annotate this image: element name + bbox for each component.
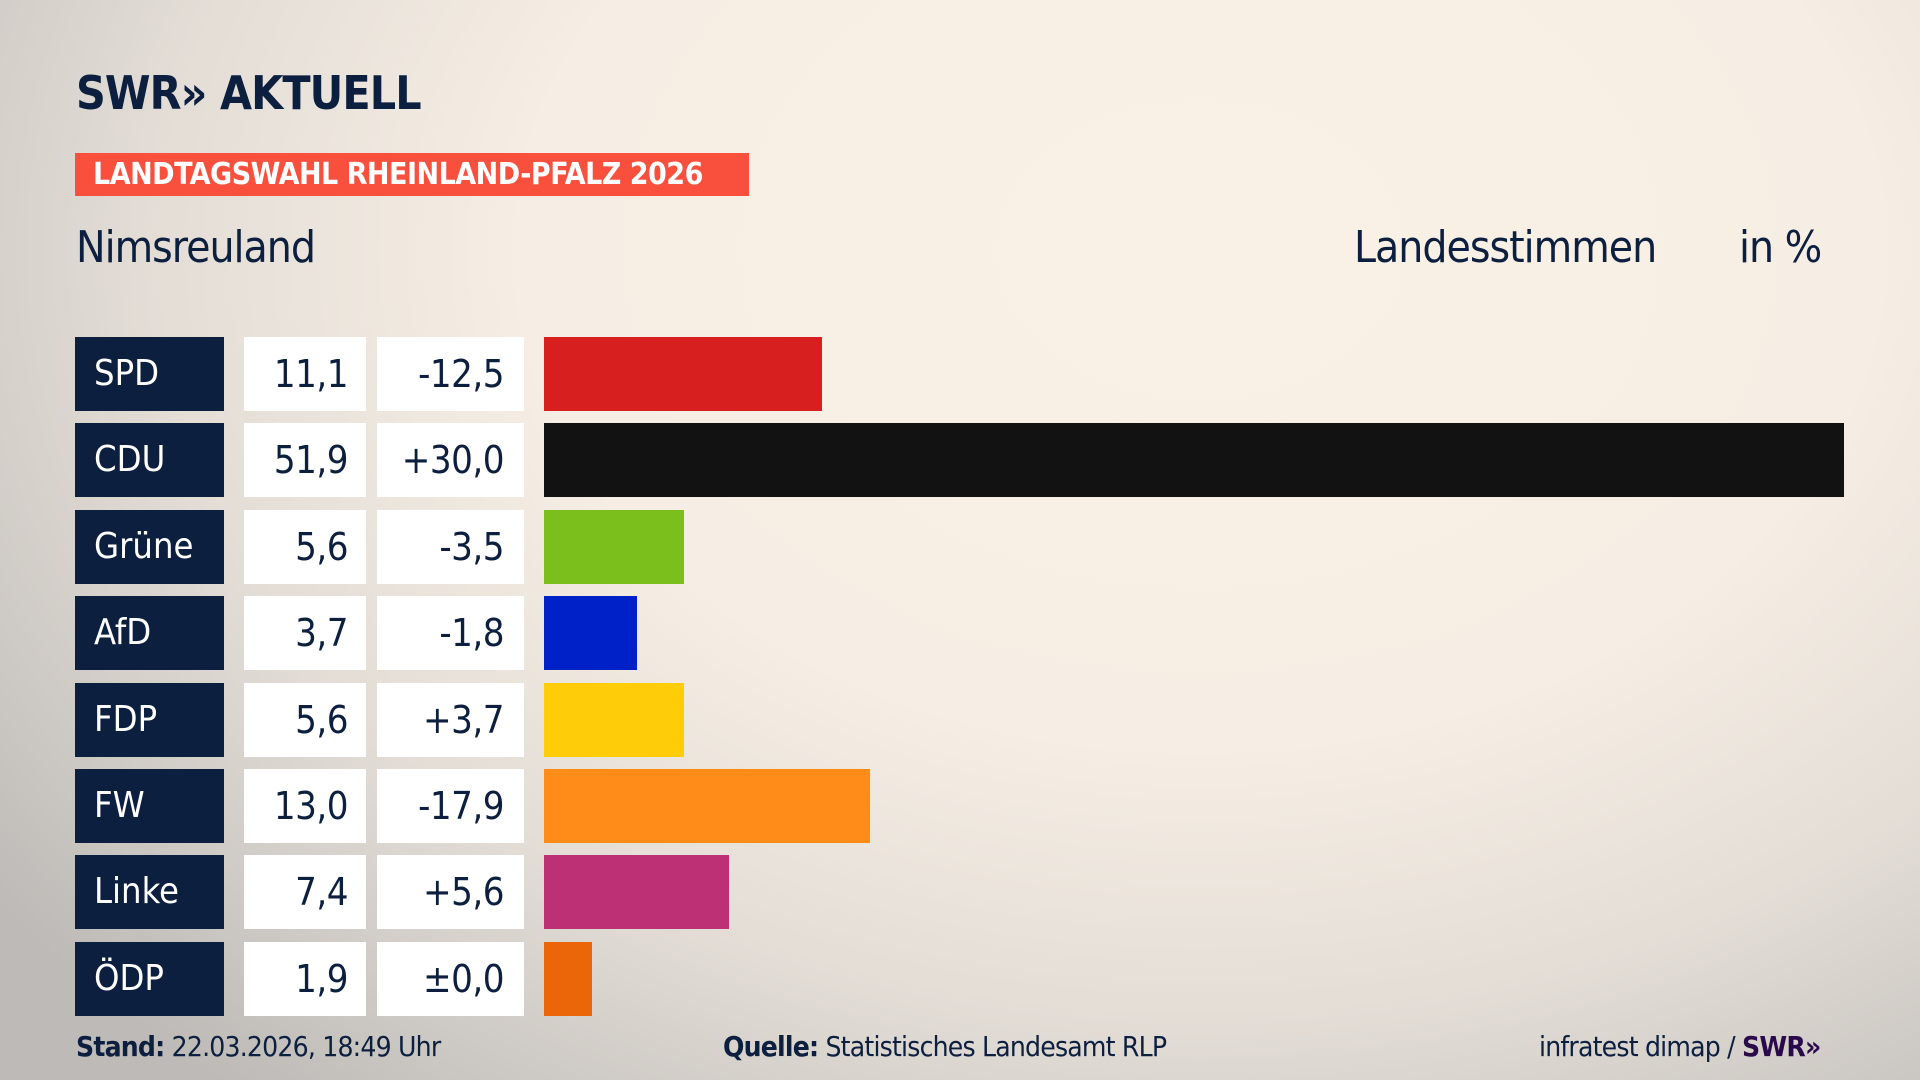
bar-fw xyxy=(544,769,870,843)
diff-label: ±0,0 xyxy=(377,941,524,1016)
result-row: ÖDP 1,9 ±0,0 xyxy=(0,941,1920,1016)
result-row: Grüne 5,6 -3,5 xyxy=(0,509,1920,584)
result-row: Linke 7,4 +5,6 xyxy=(0,855,1920,930)
diff-label: +3,7 xyxy=(377,682,524,757)
swr-logo-small: SWR» xyxy=(1742,1030,1821,1063)
party-label: FW xyxy=(75,769,224,843)
party-label: CDU xyxy=(75,423,224,498)
bar-grüne xyxy=(544,509,685,584)
value-label: 5,6 xyxy=(244,682,366,757)
result-row: SPD 11,1 -12,5 xyxy=(0,337,1920,411)
diff-label: -17,9 xyxy=(377,769,524,843)
value-label: 5,6 xyxy=(244,509,366,584)
result-row: FDP 5,6 +3,7 xyxy=(0,682,1920,757)
value-label: 7,4 xyxy=(244,855,366,930)
source-label: Quelle: xyxy=(723,1030,819,1063)
party-label: SPD xyxy=(75,337,224,411)
result-row: CDU 51,9 +30,0 xyxy=(0,423,1920,498)
bar-linke xyxy=(544,855,730,930)
result-row: AfD 3,7 -1,8 xyxy=(0,596,1920,671)
value-label: 51,9 xyxy=(244,423,366,498)
credit-text: infratest dimap / xyxy=(1539,1030,1736,1063)
diff-label: +30,0 xyxy=(377,423,524,498)
party-label: Grüne xyxy=(75,509,224,584)
diff-label: -12,5 xyxy=(377,337,524,411)
diff-label: -3,5 xyxy=(377,509,524,584)
bar-fdp xyxy=(544,682,685,757)
region-title: Nimsreuland xyxy=(76,222,316,273)
bar-ödp xyxy=(544,941,592,1016)
party-label: AfD xyxy=(75,596,224,671)
value-label: 11,1 xyxy=(244,337,366,411)
metric-label: Landesstimmen xyxy=(1354,222,1657,273)
value-label: 1,9 xyxy=(244,941,366,1016)
swr-aktuell-logo: SWR» AKTUELL xyxy=(76,66,422,120)
diff-label: -1,8 xyxy=(377,596,524,671)
value-label: 13,0 xyxy=(244,769,366,843)
stand-value: 22.03.2026, 18:49 Uhr xyxy=(171,1030,442,1063)
party-label: ÖDP xyxy=(75,941,224,1016)
bar-spd xyxy=(544,337,823,411)
stand-label: Stand: xyxy=(76,1030,165,1063)
party-label: FDP xyxy=(75,682,224,757)
timestamp: Stand: 22.03.2026, 18:49 Uhr xyxy=(76,1030,442,1063)
diff-label: +5,6 xyxy=(377,855,524,930)
result-row: FW 13,0 -17,9 xyxy=(0,769,1920,843)
unit-label: in % xyxy=(1739,222,1822,273)
election-banner: LANDTAGSWAHL RHEINLAND-PFALZ 2026 xyxy=(75,153,749,196)
party-label: Linke xyxy=(75,855,224,930)
bar-cdu xyxy=(544,423,1844,498)
source: Quelle: Statistisches Landesamt RLP xyxy=(723,1030,1167,1063)
source-value: Statistisches Landesamt RLP xyxy=(825,1030,1167,1063)
bar-afd xyxy=(544,596,637,671)
credit: infratest dimap / SWR» xyxy=(1539,1030,1821,1063)
value-label: 3,7 xyxy=(244,596,366,671)
